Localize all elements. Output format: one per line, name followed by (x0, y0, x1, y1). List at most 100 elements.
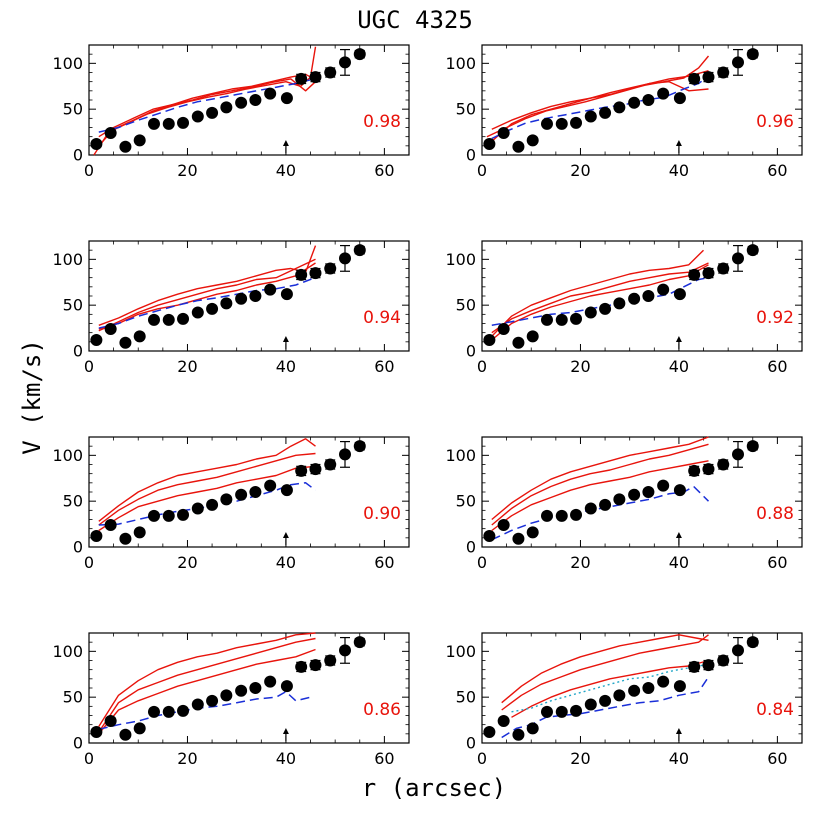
model-curve-3 (98, 465, 316, 532)
observed-point (104, 127, 117, 139)
y-tick-label: 100 (445, 446, 476, 465)
observed-point (483, 138, 496, 150)
y-tick-label: 100 (52, 250, 83, 269)
y-tick-label: 100 (445, 54, 476, 73)
y-tick-label: 0 (466, 342, 476, 361)
model-curve-1 (491, 249, 704, 337)
model-curve-3 (491, 460, 709, 532)
observed-point (339, 644, 351, 657)
x-tick-label: 40 (276, 357, 296, 376)
x-tick-label: 0 (477, 161, 487, 180)
y-tick-label: 50 (63, 100, 83, 119)
y-tick-label: 0 (466, 538, 476, 557)
y-tick-label: 50 (63, 492, 83, 511)
x-tick-label: 60 (767, 161, 787, 180)
observed-point (570, 312, 583, 325)
y-axis-label: V (km/s) (18, 339, 46, 455)
x-tick-label: 20 (177, 749, 197, 768)
dashed-curve (98, 690, 311, 731)
observed-point (732, 252, 744, 265)
panel-label: 0.92 (756, 308, 794, 328)
observed-point (339, 56, 351, 69)
model-curve-1 (491, 436, 709, 521)
observed-point (104, 519, 117, 531)
panel-grid: 0 20 40 60 0 50 100 0.98 0 20 40 60 0 50 100 0.96 0 20 40 6… (52, 44, 803, 768)
panel-4: 0 20 40 60 0 50 100 0.92 (445, 240, 803, 376)
observed-point (702, 71, 715, 84)
x-tick-label: 40 (669, 161, 689, 180)
model-curve-1 (98, 632, 316, 727)
observed-point (526, 722, 539, 735)
y-tick-label: 0 (466, 146, 476, 165)
observed-point (264, 283, 277, 296)
observed-point (717, 66, 730, 79)
observed-point (483, 334, 496, 346)
observed-point (249, 682, 262, 694)
observed-point (324, 262, 337, 275)
observed-point (555, 705, 568, 718)
observed-point (295, 464, 308, 477)
model-curve-2 (98, 637, 316, 733)
model-curve-1 (98, 438, 316, 522)
panel-2: 0 20 40 60 0 50 100 0.96 (445, 44, 803, 180)
observed-point (177, 704, 190, 717)
observed-point (570, 116, 583, 129)
x-tick-label: 60 (767, 553, 787, 572)
observed-point (702, 463, 715, 476)
x-axis-label: r (arcsec) (362, 774, 507, 802)
observed-point (147, 117, 160, 130)
observed-point (119, 140, 132, 153)
observed-point (613, 101, 626, 114)
panel-7: 0 20 40 60 0 50 100 0.86 (52, 632, 410, 768)
y-tick-label: 100 (52, 54, 83, 73)
observed-point (732, 644, 744, 657)
x-tick-label: 20 (177, 161, 197, 180)
observed-point (526, 134, 539, 147)
observed-point (673, 288, 686, 301)
observed-point (133, 526, 146, 539)
x-tick-label: 60 (374, 749, 394, 768)
observed-point (119, 532, 132, 545)
observed-point (599, 694, 612, 707)
observed-point (324, 654, 337, 667)
panel-label: 0.90 (363, 504, 401, 524)
observed-point (235, 96, 248, 109)
observed-point (673, 680, 686, 693)
observed-point (249, 290, 262, 302)
arrow-marker-head (675, 728, 682, 734)
x-tick-label: 20 (570, 161, 590, 180)
observed-point (280, 680, 293, 693)
observed-point (584, 502, 597, 515)
observed-point (162, 509, 175, 522)
observed-point (717, 654, 730, 667)
observed-point (483, 530, 496, 542)
observed-point (599, 498, 612, 511)
observed-point (147, 705, 160, 718)
x-tick-label: 20 (570, 357, 590, 376)
observed-point (235, 292, 248, 305)
observed-point (642, 94, 655, 106)
observed-point (339, 448, 351, 461)
observed-point (717, 262, 730, 275)
observed-point (264, 87, 277, 100)
dashed-curve (98, 275, 316, 329)
observed-point (702, 267, 715, 280)
y-tick-label: 50 (456, 492, 476, 511)
model-curve-2 (98, 452, 316, 526)
arrow-marker-head (282, 532, 289, 538)
model-curve-3 (511, 659, 709, 718)
panel-8: 0 20 40 60 0 50 100 0.84 (445, 632, 803, 768)
arrow-marker-head (282, 728, 289, 734)
model-curve-3 (98, 262, 316, 330)
x-tick-label: 0 (84, 749, 94, 768)
observed-point (191, 502, 204, 515)
observed-point (673, 484, 686, 497)
observed-point (732, 56, 744, 69)
observed-point (191, 698, 204, 711)
observed-point (497, 519, 510, 531)
x-tick-label: 0 (84, 357, 94, 376)
observed-point (191, 306, 204, 319)
panel-label: 0.88 (756, 504, 794, 524)
panel-label: 0.98 (363, 112, 401, 132)
